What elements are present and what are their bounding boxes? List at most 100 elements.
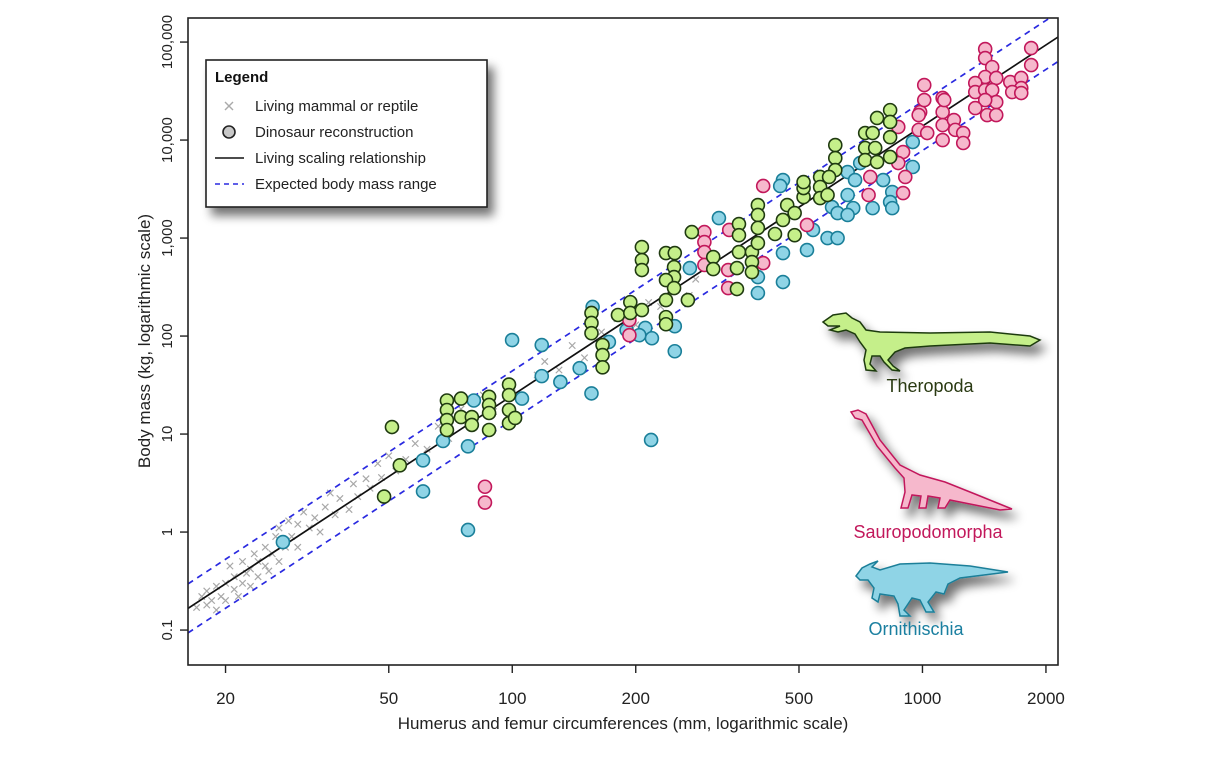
living-animal-point [321, 503, 329, 511]
ornithischia-point [667, 343, 683, 359]
living-animal-point [362, 475, 370, 483]
theropoda-point [384, 419, 400, 435]
living-animal-point [275, 557, 283, 566]
living-animal-point [423, 445, 431, 453]
ornithischia-point [504, 332, 520, 348]
sauropodomorpha-point [799, 217, 815, 233]
y-tick-label: 1,000 [159, 219, 176, 257]
circle-marker-icon [222, 125, 236, 139]
legend-label: Expected body mass range [255, 176, 437, 193]
theropoda-point [658, 292, 674, 308]
x-tick-label: 100 [498, 689, 526, 708]
x-tick-label: 200 [622, 689, 650, 708]
living-animal-point [580, 354, 589, 362]
sauropodomorpha-point [936, 92, 952, 108]
theropoda-point [869, 110, 885, 126]
living-animal-point [226, 562, 234, 570]
theropoda-point [750, 235, 766, 251]
sauropodomorpha-point [955, 135, 971, 151]
sauropodomorpha-point [622, 327, 637, 343]
x-tick-label: 500 [785, 689, 813, 708]
theropoda-point [869, 154, 885, 170]
y-tick-label: 100,000 [159, 15, 176, 69]
theropoda-point [787, 227, 802, 243]
theropoda-point [634, 262, 650, 278]
theropoda-point [680, 292, 696, 308]
theropoda-point [595, 359, 610, 375]
living-animal-point [316, 528, 324, 536]
sauropodomorpha-point [967, 100, 983, 116]
cross-marker-icon [224, 101, 234, 111]
theropoda-point [666, 280, 682, 296]
theropoda-point [501, 387, 517, 403]
theropoda-point [634, 302, 650, 318]
ornithischia-point [514, 391, 530, 406]
theropoda-point [705, 249, 721, 265]
theropoda-point [731, 227, 747, 243]
y-tick-label: 0.1 [159, 620, 176, 641]
sauropodomorpha-point [916, 77, 932, 93]
theropoda-point [729, 260, 745, 276]
theropoda-point [376, 489, 392, 504]
sauropodomorpha-point [988, 70, 1004, 86]
living-animal-point [568, 341, 576, 350]
theropoda-point [392, 457, 408, 473]
ornithischia-point [884, 200, 900, 216]
x-tick-label: 50 [379, 689, 398, 708]
theropoda-point [867, 140, 883, 156]
theropoda-point [882, 129, 898, 145]
sauropodomorpha-point [916, 92, 932, 108]
living-animal-point [246, 582, 255, 590]
living-animal-point [597, 328, 606, 336]
theropoda-point [684, 224, 700, 240]
theropoda-point [731, 244, 747, 260]
legend-item-living: Living mammal or reptile [224, 98, 418, 115]
theropoda-label: Theropoda [886, 376, 974, 396]
legend-label: Living mammal or reptile [255, 98, 418, 115]
ornithischia-point [775, 274, 791, 290]
living-animal-point [294, 543, 302, 551]
y-tick-label: 10,000 [159, 117, 176, 163]
sauropodomorpha-point [935, 132, 950, 148]
living-animal-point [385, 452, 393, 460]
sauropod-silhouette-icon [849, 409, 1013, 511]
theropoda-point [453, 391, 469, 406]
ornithischia-point [643, 432, 659, 448]
y-tick-label: 1 [159, 528, 176, 536]
x-tick-label: 20 [216, 689, 235, 708]
ornithischia-point [905, 159, 921, 175]
x-axis: 20 50 100 200 500 1000 2000 [216, 665, 1065, 708]
theropod-silhouette-icon [821, 312, 1042, 372]
plot-frame [187, 17, 1059, 666]
sauropodomorpha-point [988, 107, 1004, 123]
living-animal-point [349, 480, 358, 488]
theropoda-point [787, 205, 802, 221]
ornithischia-point [840, 187, 855, 203]
sauropodomorpha-point [1013, 85, 1029, 101]
ornithischia-point [534, 368, 550, 384]
living-animal-point [254, 573, 262, 581]
ornithischia-point [275, 534, 291, 550]
ornithischia-point [830, 230, 845, 246]
theropoda-point [827, 150, 843, 166]
y-axis: 0.1 1 10 100 1,000 10,000 100,000 [159, 15, 188, 641]
ornithischia-point [750, 285, 766, 301]
lower-range-line [188, 60, 1058, 634]
living-animal-point [230, 585, 238, 594]
theropoda-point [464, 417, 480, 433]
y-axis-label: Body mass (kg, logarithmic scale) [135, 214, 154, 468]
sauropodomorpha-point [1023, 40, 1039, 56]
living-animal-point [250, 550, 258, 558]
ornithischia-point [572, 360, 587, 376]
living-animal-point [221, 596, 230, 605]
theropoda-point [744, 264, 760, 280]
theropoda-point [705, 261, 721, 277]
theropoda-point [439, 422, 455, 438]
ornithischia-point [711, 210, 727, 226]
theropoda-point [584, 325, 599, 341]
sauropodomorpha-label: Sauropodomorpha [853, 522, 1003, 542]
ornithischia-point [460, 522, 476, 538]
upper-range-line [188, 18, 1052, 585]
ornithischia-point [460, 439, 476, 454]
theropoda-annotation: Theropoda [821, 312, 1042, 396]
